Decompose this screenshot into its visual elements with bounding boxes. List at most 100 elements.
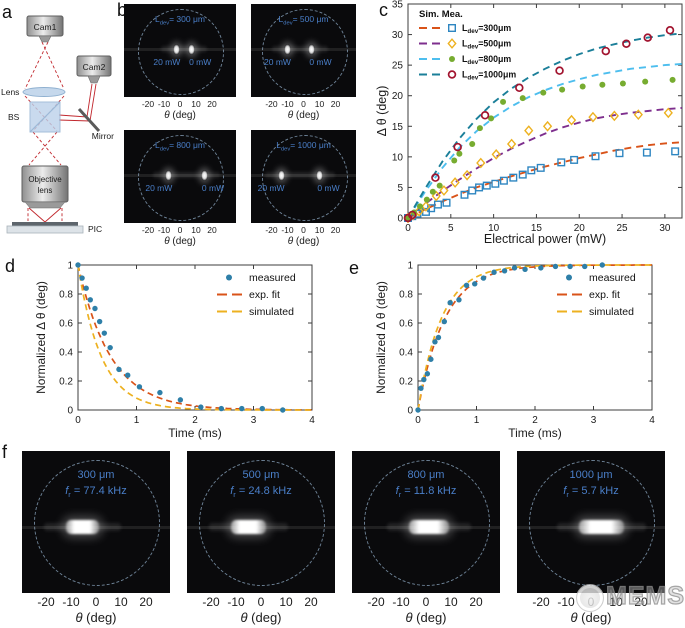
legend-header: Sim. Mea. — [419, 9, 463, 20]
tspan: dev — [467, 28, 478, 35]
x-tick-label: 0 — [405, 223, 411, 234]
data-point — [518, 170, 527, 179]
legend-marker — [566, 274, 572, 281]
plot-box — [77, 264, 313, 411]
x-tick-label: 10 — [191, 225, 201, 235]
tspan: L — [462, 23, 468, 33]
resonance-frequency-label: fr = 11.8 kHz — [395, 485, 457, 500]
data-point — [472, 281, 478, 287]
x-tick-label: 20 — [207, 225, 217, 235]
power-label-right: 0 mW — [317, 183, 340, 193]
exp-fit-line — [417, 264, 652, 411]
y-tick-label: 35 — [392, 0, 404, 11]
data-point — [469, 141, 476, 148]
device-length-label: 1000 μm — [569, 469, 613, 481]
panel-label-c: c — [379, 0, 388, 20]
theta-axis-label: θ (deg) — [75, 610, 117, 625]
y-tick-label: 0.6 — [399, 319, 413, 330]
theta-axis-label: θ (deg) — [405, 610, 447, 625]
farfield-streak — [408, 520, 449, 534]
data-point — [519, 95, 526, 102]
x-tick-label: -10 — [227, 595, 245, 609]
farfield-circle — [199, 460, 325, 586]
data-point — [435, 334, 442, 341]
y-tick-label: 10 — [392, 152, 404, 163]
data-point — [125, 372, 131, 378]
data-point — [491, 149, 501, 160]
y-tick-label: 0 — [67, 406, 73, 417]
data-point — [439, 185, 449, 196]
data-point — [83, 285, 89, 291]
data-point — [633, 109, 643, 121]
watermark-text: MEMS — [605, 581, 685, 610]
objective-label-2: lens — [38, 186, 53, 195]
data-point — [482, 181, 491, 190]
x-tick-label: -10 — [392, 595, 410, 609]
x-tick-label: -10 — [157, 225, 171, 235]
farfield-spot — [200, 169, 208, 181]
x-tick-label: 10 — [609, 595, 623, 609]
x-tick-label: 0 — [301, 225, 306, 235]
x-tick-label: 25 — [617, 223, 629, 234]
tspan: =800μm — [478, 54, 511, 64]
data-point — [511, 265, 518, 271]
data-point — [432, 339, 438, 345]
data-point — [436, 182, 443, 189]
objective-label-1: Objective — [28, 175, 62, 184]
power-label-right: 0 mW — [201, 183, 225, 193]
chart-c-deflection-vs-power: 0 5 10 15 20 25 30 0 5 10 15 20 25 30 35 Electrical pow… — [375, 0, 683, 246]
power-label-right: 0 mW — [189, 57, 212, 67]
farfield-band — [160, 46, 208, 52]
y-tick-label: 0.2 — [399, 377, 413, 388]
data-point — [431, 190, 441, 202]
data-point — [460, 190, 469, 199]
theta-axis-label: θ (deg) — [570, 610, 612, 625]
data-point — [536, 163, 545, 172]
y-axis-label: Normalized Δ θ (deg) — [374, 281, 388, 394]
x-tick-label: -20 — [141, 99, 155, 109]
farfield-band — [265, 172, 336, 178]
data-point — [415, 407, 421, 413]
data-point — [92, 305, 98, 312]
x-tick-label: 0 — [422, 595, 430, 609]
theta-axis-label: θ (deg) — [287, 110, 320, 121]
mirror-element — [77, 107, 101, 133]
farfield-circle — [261, 8, 348, 95]
data-point — [107, 344, 113, 351]
data-point — [538, 265, 544, 271]
data-point — [615, 149, 624, 158]
data-point — [447, 300, 453, 306]
x-tick-label: -10 — [281, 99, 294, 109]
device-length-label: 300 μm — [77, 469, 115, 481]
data-point — [599, 81, 606, 88]
device-length-label: Ldev= 1000 μm — [276, 140, 331, 153]
data-point — [198, 404, 204, 410]
x-tick-label: 10 — [444, 595, 458, 609]
data-point — [75, 262, 81, 268]
legend-label: measured — [249, 272, 296, 284]
x-tick-label: 3 — [591, 415, 597, 426]
x-tick-label: -10 — [157, 99, 171, 109]
x-tick-label: 20 — [304, 595, 318, 609]
data-point — [491, 269, 497, 275]
farfield-image: 800 μm fr = 11.8 kHz — [352, 451, 500, 593]
data-point — [522, 266, 528, 273]
x-tick-label: 5 — [448, 223, 454, 234]
power-label-left: 20 mW — [153, 57, 181, 67]
theta-axis-label: θ (deg) — [287, 236, 320, 247]
data-point — [218, 405, 225, 412]
pic-label: PIC — [88, 224, 102, 234]
x-tick-label: 10 — [191, 99, 201, 109]
data-point — [79, 275, 85, 281]
x-tick-label: -20 — [37, 595, 55, 609]
data-point — [447, 70, 457, 79]
x-tick-label: 3 — [251, 415, 257, 426]
data-point — [239, 405, 245, 412]
farfield-spot — [173, 43, 181, 55]
legend: Sim. Mea.Ldev=300μmLdev=500μmLdev=800μmL… — [419, 9, 516, 82]
farfield-image: 500 μm fr = 24.8 kHz — [187, 451, 335, 593]
tspan: dev — [467, 75, 478, 82]
